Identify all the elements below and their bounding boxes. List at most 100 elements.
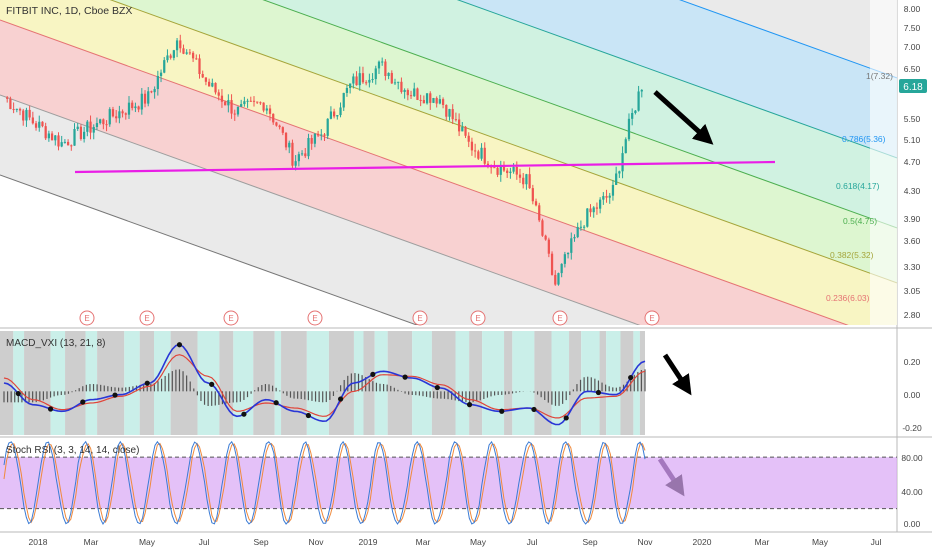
macd-histogram xyxy=(3,369,646,406)
candle-body xyxy=(147,91,150,104)
macd-cross-dot xyxy=(112,392,118,398)
stoch-tick-label: 80.00 xyxy=(901,453,923,463)
candle-body xyxy=(611,184,615,196)
candle-body xyxy=(230,100,233,114)
candle-body xyxy=(201,74,204,78)
macd-tick-label: 0.20 xyxy=(904,357,921,367)
candle-body xyxy=(464,126,467,136)
down-arrow-main xyxy=(653,90,714,145)
macd-cross-dot xyxy=(628,374,634,381)
price-tick-label: 5.50 xyxy=(904,114,921,124)
macd-cross-dot xyxy=(176,342,183,348)
candle-body xyxy=(6,97,9,99)
down-arrow-macd xyxy=(662,353,692,396)
candle-body xyxy=(560,263,563,274)
candle-body xyxy=(550,253,554,275)
candle-body xyxy=(329,111,333,119)
fib-level-labels: 1(7.32) 0.786(5.36) 0.618(4.17) 0.5(4.75) 0.… xyxy=(826,71,893,303)
candle-body xyxy=(422,99,425,104)
candle-body xyxy=(547,239,550,254)
earnings-marker-text: E xyxy=(84,314,89,323)
candle-body xyxy=(57,135,60,147)
fib-label: 0.5(4.75) xyxy=(843,216,877,226)
candle-body xyxy=(185,52,188,54)
candle-body xyxy=(86,121,89,132)
candle-body xyxy=(159,72,163,76)
earnings-marker xyxy=(412,310,428,326)
candle-body xyxy=(502,166,506,171)
macd-tick-label: -0.20 xyxy=(902,423,922,433)
candle-body xyxy=(156,75,159,90)
candle-body xyxy=(102,119,105,125)
candle-body xyxy=(99,119,102,124)
candle-body xyxy=(12,109,15,111)
candle-body xyxy=(480,147,483,159)
candle-body xyxy=(595,207,599,209)
candle-body xyxy=(166,55,169,61)
time-tick-label: May xyxy=(139,537,156,547)
time-tick-label: Sep xyxy=(253,537,268,547)
fib-line xyxy=(109,0,897,284)
stoch-d-line xyxy=(3,442,646,524)
candle-body xyxy=(111,109,115,117)
macd-shade xyxy=(412,331,432,435)
candle-body xyxy=(63,141,67,143)
macd-cross-dot xyxy=(80,399,86,405)
macd-cross-dot xyxy=(499,408,505,414)
candle-body xyxy=(573,237,576,239)
candle-body xyxy=(570,238,573,253)
macd-cross-dot xyxy=(338,396,344,402)
candle-body xyxy=(44,126,47,139)
macd-shade xyxy=(606,331,621,435)
candle-body xyxy=(169,55,172,58)
macd-shade xyxy=(504,331,513,435)
macd-shade xyxy=(13,331,25,435)
candle-body xyxy=(236,106,240,115)
macd-shade xyxy=(581,331,600,435)
candle-body xyxy=(204,77,208,82)
candle-body xyxy=(602,196,605,200)
support-line[interactable] xyxy=(74,160,776,174)
earnings-marker xyxy=(139,310,155,326)
time-tick-label: 2020 xyxy=(693,537,712,547)
earnings-marker xyxy=(552,310,568,326)
macd-cross-dot xyxy=(273,400,279,406)
macd-title[interactable]: MACD_VXI (13, 21, 8) xyxy=(6,338,105,349)
candle-body xyxy=(457,119,461,132)
fib-line xyxy=(0,174,419,325)
macd-cross-dot xyxy=(595,389,602,396)
candle-body xyxy=(15,108,18,110)
candle-body xyxy=(432,98,435,103)
macd-shade xyxy=(469,331,483,435)
stoch-title[interactable]: Stoch RSI (3, 3, 14, 14, close) xyxy=(6,445,139,456)
candle-body xyxy=(9,98,12,110)
candle-body xyxy=(233,113,236,115)
symbol-title[interactable]: FITBIT INC, 1D, Cboe BZX xyxy=(6,5,132,17)
price-tick-label: 7.50 xyxy=(904,23,921,33)
candle-body xyxy=(589,208,592,213)
candle-body xyxy=(22,110,25,121)
candle-body xyxy=(153,89,156,93)
time-tick-label: Mar xyxy=(755,537,770,547)
candle-body xyxy=(586,208,589,227)
earnings-marker xyxy=(223,310,239,326)
candle-body xyxy=(381,61,384,63)
candle-body xyxy=(413,88,416,97)
candle-body xyxy=(397,81,400,83)
candle-body xyxy=(188,52,192,54)
earnings-marker-text: E xyxy=(475,314,480,323)
macd-cross-dot xyxy=(144,380,150,386)
candle-body xyxy=(509,171,512,174)
fib-line xyxy=(456,0,897,159)
price-tick-label: 6.50 xyxy=(904,64,921,74)
macd-shade xyxy=(274,331,282,435)
macd-cross-dot xyxy=(47,406,54,412)
candle-body xyxy=(377,61,381,69)
candle-body xyxy=(25,109,28,121)
stoch-lines xyxy=(3,440,646,526)
time-tick-label: 2018 xyxy=(29,537,48,547)
candle-body xyxy=(409,95,413,97)
candle-body xyxy=(207,81,211,87)
macd-shade xyxy=(455,331,470,435)
candle-body xyxy=(461,126,464,132)
